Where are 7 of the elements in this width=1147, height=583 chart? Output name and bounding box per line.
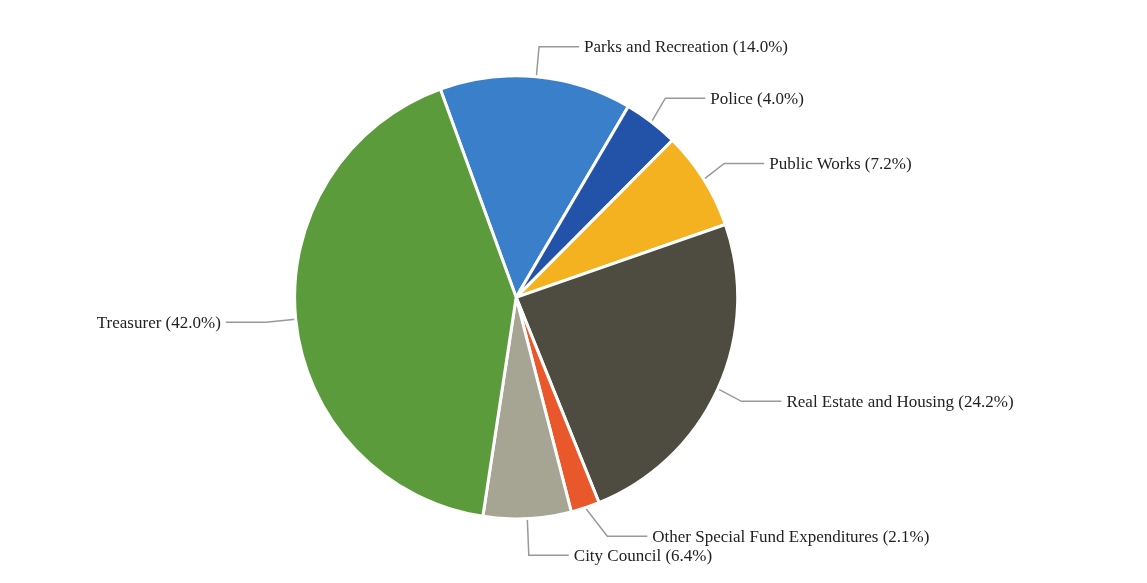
slice-label: Other Special Fund Expenditures (2.1%) xyxy=(652,526,930,546)
slice-label: Police (4.0%) xyxy=(710,88,804,108)
slice-label: Treasurer (42.0%) xyxy=(96,312,221,332)
slice-label: Public Works (7.2%) xyxy=(769,153,912,173)
slice-label: City Council (6.4%) xyxy=(573,545,713,565)
slice-label: Parks and Recreation (14.0%) xyxy=(584,37,788,57)
slice-label: Real Estate and Housing (24.2%) xyxy=(786,391,1014,411)
